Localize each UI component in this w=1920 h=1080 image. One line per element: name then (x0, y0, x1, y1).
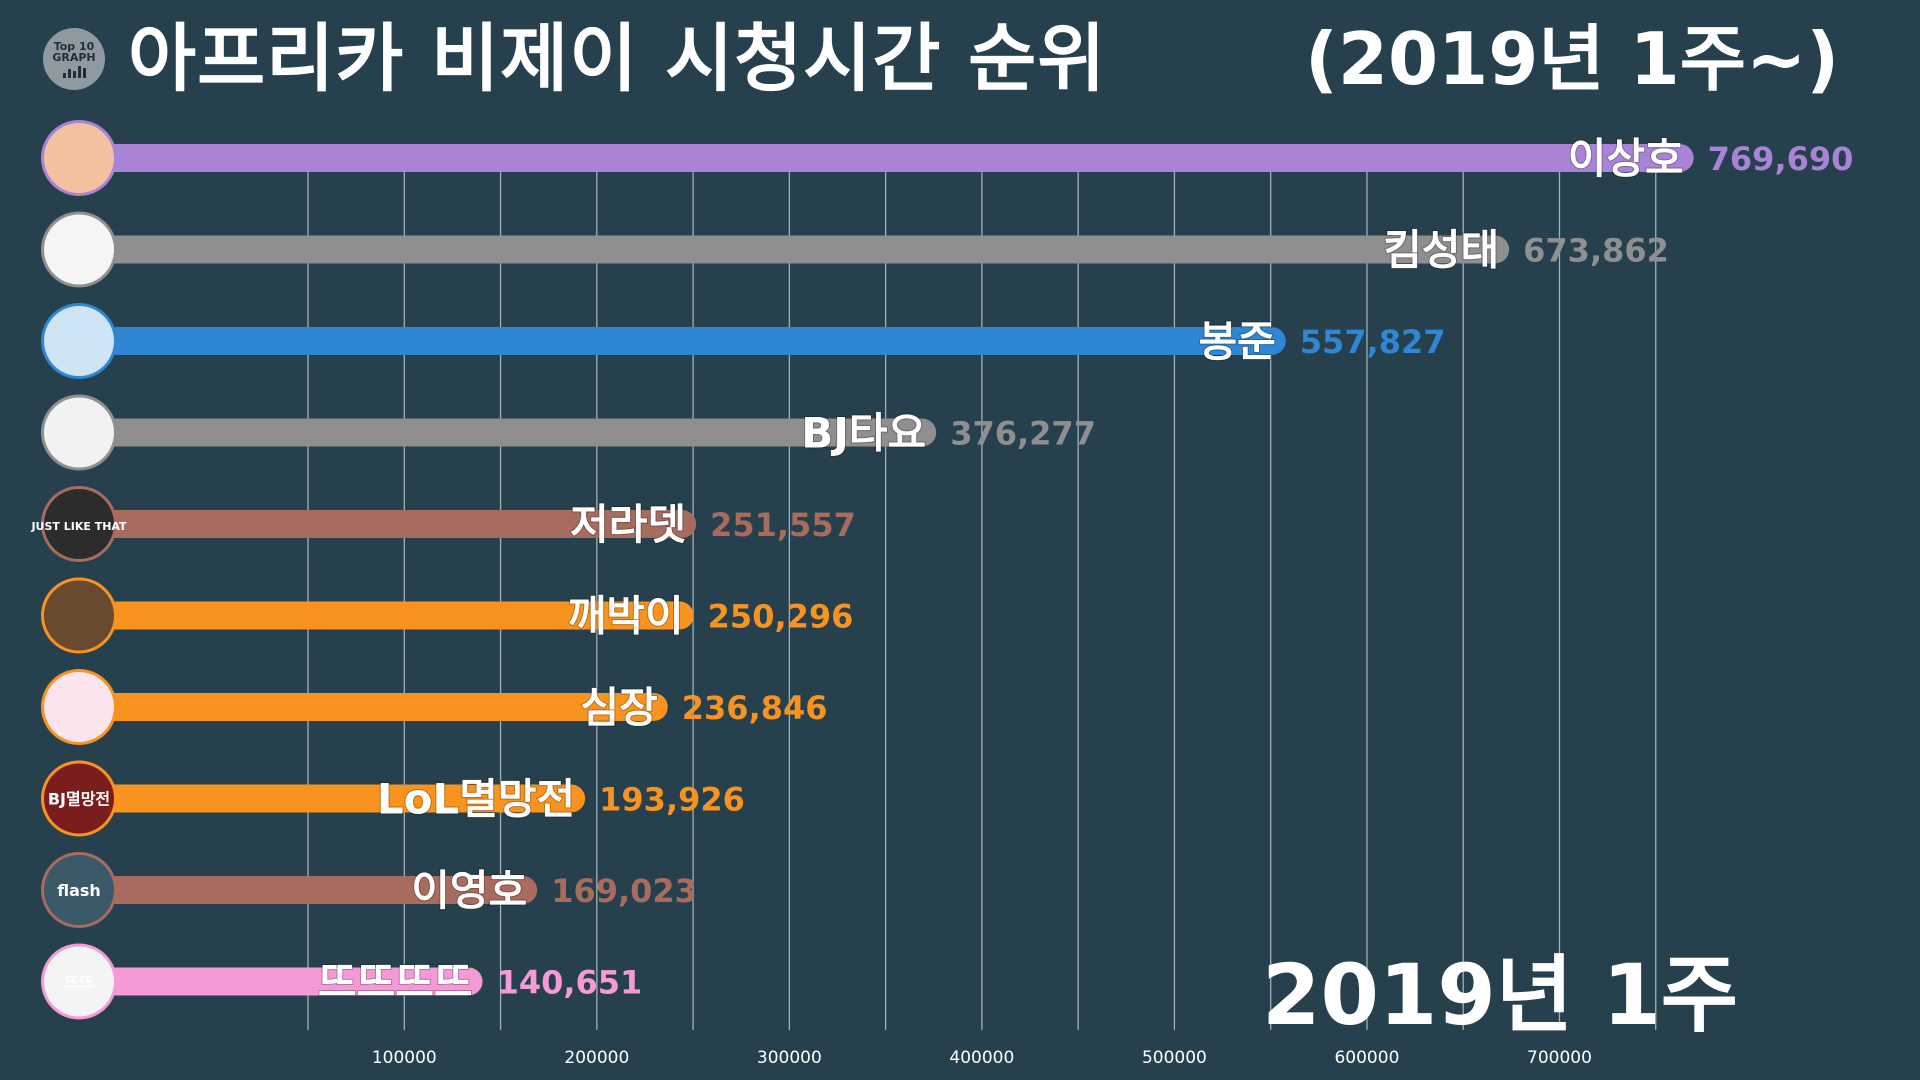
ddeu-logo (44, 946, 114, 1017)
bar-name-label: 봉준 (1198, 317, 1275, 366)
bar-name-label: 깨박이 (568, 592, 684, 641)
x-tick-label: 300000 (757, 1048, 822, 1068)
bar (100, 327, 1286, 355)
bar-value-label: 169,023 (551, 872, 697, 910)
top10-graph-logo: Top 10 GRAPH (43, 28, 105, 90)
bar-value-label: 376,277 (950, 415, 1096, 453)
bar-row: BJ멸망전 LoL멸망전 193,926 (41, 760, 745, 837)
avatar-label: BJ멸망전 (48, 790, 110, 809)
gridlines (307, 168, 1657, 1030)
cartoon-boy-avatar (44, 214, 114, 285)
bar-value-label: 251,557 (710, 506, 856, 544)
bar-name-label: 이상호 (1568, 134, 1684, 183)
bar-value-label: 769,690 (1708, 140, 1854, 178)
bar (100, 967, 483, 996)
bar-row: flash 이영호 169,023 (41, 852, 697, 928)
bar (100, 693, 668, 721)
bar-row: 깨박이 250,296 (41, 577, 854, 654)
chart-title: 아프리카 비제이 시청시간 순위 (128, 16, 1107, 102)
bar-row: 봉준 557,827 (41, 303, 1446, 379)
bar (100, 784, 586, 813)
avatar-label: flash (57, 881, 101, 900)
avatar-label: JUST LIKE THAT (30, 520, 127, 533)
bar-name-label: 이영호 (411, 866, 527, 915)
bar (100, 418, 937, 447)
face-avatar (44, 580, 114, 651)
bar-name-label: LoL멸망전 (377, 775, 575, 824)
bar-name-label: BJ타요 (801, 409, 926, 458)
just-like-that-logo (44, 489, 114, 559)
period-label: 2019년 1주 (1262, 946, 1739, 1044)
bar-value-label: 236,846 (682, 689, 828, 727)
avatar-label: 뜨뜨 (64, 973, 94, 992)
logo-text-line2: GRAPH (52, 50, 96, 64)
x-tick-label: 500000 (1142, 1048, 1207, 1068)
streamer-avatar (44, 123, 114, 193)
bar (100, 601, 694, 630)
bar (100, 510, 697, 538)
bar-row: JUST LIKE THAT 저라뎃 251,557 (30, 486, 856, 562)
x-tick-label: 200000 (564, 1048, 629, 1068)
bar-row: BJ타요 376,277 (41, 394, 1096, 471)
bar-row: 뜨뜨 뜨뜨뜨뜨 140,651 (41, 943, 643, 1020)
logo-text-line1: Top 10 (53, 39, 95, 53)
bar-value-label: 250,296 (708, 598, 854, 636)
bar (100, 144, 1694, 172)
chart-subtitle: (2019년 1주~) (1305, 17, 1840, 101)
bar-value-label: 673,862 (1523, 232, 1669, 270)
sunglasses-avatar (44, 306, 114, 376)
white-rabbit-avatar (44, 672, 114, 742)
bar-value-label: 193,926 (599, 781, 745, 819)
bj-tournament-logo (44, 763, 114, 834)
bar-name-label: 심장 (580, 683, 657, 732)
bar (100, 235, 1510, 264)
bar-row: 심장 236,846 (41, 669, 828, 745)
blank-avatar (44, 397, 114, 468)
bar-value-label: 557,827 (1300, 323, 1446, 361)
bar-row: 킴성태 673,862 (41, 211, 1669, 288)
x-tick-label: 700000 (1527, 1048, 1592, 1068)
bar-name-label: 뜨뜨뜨뜨 (318, 958, 473, 1007)
bar-value-label: 140,651 (497, 964, 643, 1002)
x-tick-label: 100000 (372, 1048, 437, 1068)
x-axis-ticks: 100000 200000 300000 400000 500000 600000 7000… (372, 1048, 1592, 1068)
bar-name-label: 킴성태 (1383, 226, 1499, 275)
x-tick-label: 600000 (1334, 1048, 1399, 1068)
bar-row: 이상호 769,690 (41, 120, 1853, 196)
bar (100, 876, 538, 904)
bar-chart-icon (62, 65, 86, 78)
flash-logo (44, 855, 114, 925)
bar-name-label: 저라뎃 (570, 500, 686, 549)
x-tick-label: 400000 (949, 1048, 1014, 1068)
